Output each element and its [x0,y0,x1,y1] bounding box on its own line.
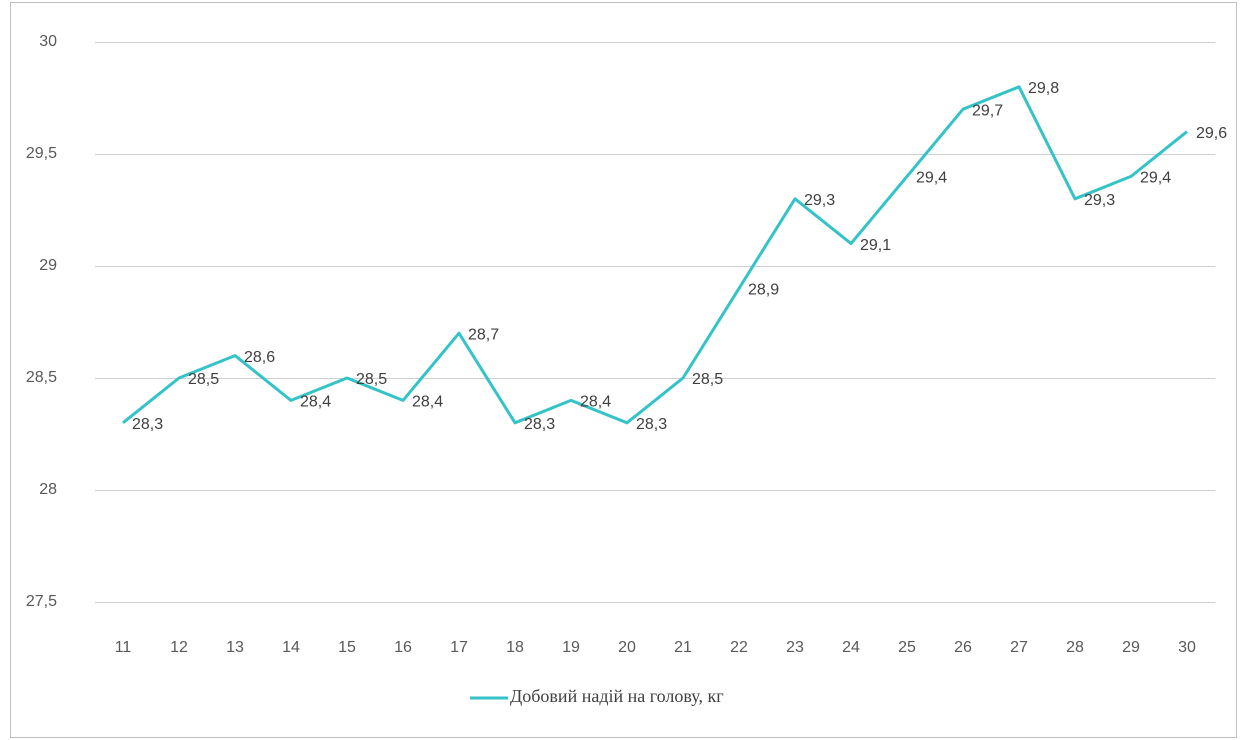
x-tick-label: 20 [618,639,636,656]
data-label: 28,5 [356,371,387,388]
data-label: 28,3 [132,416,163,433]
x-tick-label: 14 [282,639,300,656]
y-tick-label: 28 [39,481,57,498]
data-label: 29,3 [1084,192,1115,209]
x-tick-label: 22 [730,639,748,656]
y-tick-label: 29,5 [26,145,57,162]
x-tick-label: 27 [1010,639,1028,656]
x-tick-label: 26 [954,639,972,656]
data-label: 28,4 [580,394,611,411]
series-line [122,85,1188,425]
x-tick-label: 30 [1178,639,1196,656]
data-label: 28,7 [468,326,499,343]
data-label: 29,3 [804,192,835,209]
data-label: 29,6 [1196,125,1227,142]
y-tick-label: 27,5 [26,593,57,610]
x-tick-label: 19 [562,639,580,656]
data-label: 28,3 [524,416,555,433]
data-label: 28,9 [748,282,779,299]
x-tick-label: 16 [394,639,412,656]
chart-border [10,2,1237,738]
x-tick-label: 13 [226,639,244,656]
x-tick-label: 25 [898,639,916,656]
data-label: 28,3 [636,416,667,433]
x-tick-label: 24 [842,639,860,656]
x-tick-label: 15 [338,639,356,656]
data-label: 29,7 [972,102,1003,119]
x-tick-label: 29 [1122,639,1140,656]
data-label: 28,5 [188,371,219,388]
x-tick-label: 23 [786,639,804,656]
data-label: 29,4 [916,170,947,187]
y-tick-label: 30 [39,33,57,50]
x-tick-label: 12 [170,639,188,656]
data-label: 28,4 [300,394,331,411]
data-label: 28,4 [412,394,443,411]
y-tick-label: 29 [39,257,57,274]
x-tick-label: 28 [1066,639,1084,656]
x-tick-label: 18 [506,639,524,656]
x-tick-label: 17 [450,639,468,656]
data-label: 29,4 [1140,170,1171,187]
data-label: 29,8 [1028,80,1059,97]
data-label: 28,6 [244,349,275,366]
x-tick-label: 11 [115,639,132,656]
legend-label: Добовий надій на голову, кг [510,686,724,706]
data-label: 29,1 [860,237,891,254]
x-tick-label: 21 [674,639,692,656]
y-tick-label: 28,5 [26,369,57,386]
data-label: 28,5 [692,371,723,388]
